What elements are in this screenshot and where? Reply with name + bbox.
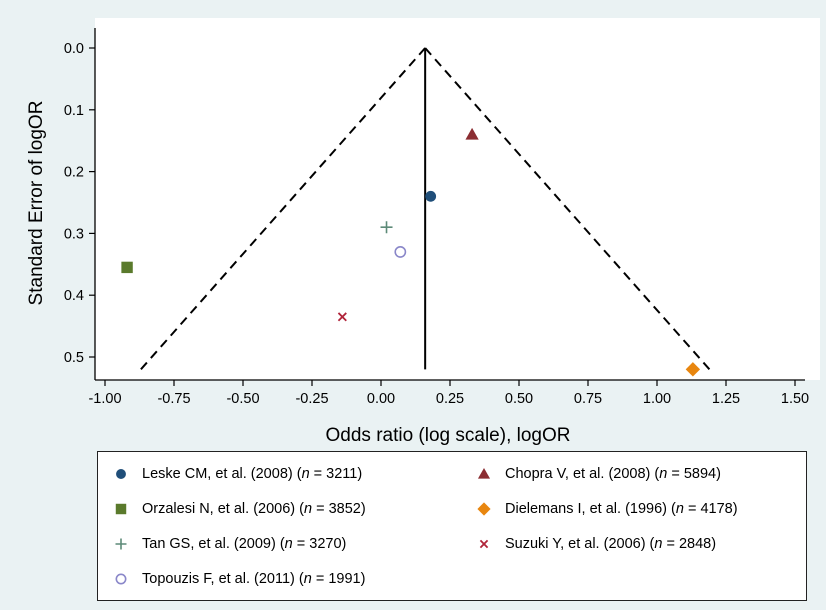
legend-label-name: Dielemans I, et al. (1996) ( bbox=[505, 501, 676, 517]
legend-label-n: n bbox=[301, 466, 310, 482]
y-tick-label: 0.4 bbox=[64, 288, 84, 304]
x-axis-label: Odds ratio (log scale), logOR bbox=[326, 425, 571, 446]
legend-label-n: n bbox=[303, 571, 312, 587]
legend-item: Topouzis F, et al. (2011) (n = 1991) bbox=[110, 570, 365, 588]
legend-marker-circle bbox=[116, 469, 126, 479]
data-point-diamond bbox=[685, 362, 701, 377]
legend-symbol-triangle bbox=[477, 467, 491, 479]
data-point-plus bbox=[380, 221, 393, 234]
legend-symbol-open-circle bbox=[115, 573, 127, 585]
legend-label-count: = 5894) bbox=[667, 466, 721, 482]
legend-label-name: Tan GS, et al. (2009) ( bbox=[142, 536, 285, 552]
legend-label-count: = 3270) bbox=[292, 536, 347, 552]
legend-marker-plus bbox=[115, 538, 127, 550]
data-point-triangle bbox=[465, 127, 479, 140]
legend-label: Chopra V, et al. (2008) (n = 5894) bbox=[505, 466, 721, 482]
x-tick-label: -0.50 bbox=[226, 391, 259, 407]
legend-label-name: Leske CM, et al. (2008) ( bbox=[142, 466, 302, 482]
legend-label-name: Chopra V, et al. (2008) ( bbox=[505, 466, 660, 482]
legend-label: Topouzis F, et al. (2011) (n = 1991) bbox=[142, 571, 365, 587]
y-tick-label: 0.1 bbox=[64, 103, 84, 119]
y-tick-label: 0.0 bbox=[64, 41, 84, 57]
legend-item: Chopra V, et al. (2008) (n = 5894) bbox=[473, 465, 721, 483]
legend-marker-open-circle bbox=[115, 573, 127, 585]
legend-item: Orzalesi N, et al. (2006) (n = 3852) bbox=[110, 500, 366, 518]
legend-marker-square bbox=[115, 503, 127, 515]
legend-label-name: Topouzis F, et al. (2011) ( bbox=[142, 571, 304, 587]
legend-symbol-diamond bbox=[477, 502, 491, 516]
legend-label: Leske CM, et al. (2008) (n = 3211) bbox=[142, 466, 362, 482]
legend-symbol-plus bbox=[115, 538, 127, 550]
x-tick-label: 0.25 bbox=[436, 391, 464, 407]
x-tick-label: 1.50 bbox=[781, 391, 809, 407]
x-tick-label: 0.75 bbox=[574, 391, 602, 407]
legend-label-n: n bbox=[654, 536, 663, 552]
legend-label-count: = 1991) bbox=[311, 571, 366, 587]
data-point-x bbox=[337, 312, 347, 322]
funnel-lines bbox=[140, 47, 711, 371]
legend-label-count: = 3211) bbox=[309, 466, 363, 482]
legend-marker-x bbox=[479, 539, 489, 549]
y-tick-label: 0.2 bbox=[64, 165, 84, 181]
legend-symbol-x bbox=[479, 539, 489, 549]
x-tick-label: 0.00 bbox=[367, 391, 395, 407]
legend-label: Suzuki Y, et al. (2006) (n = 2848) bbox=[505, 536, 716, 552]
data-point-open-circle bbox=[394, 246, 407, 258]
legend-item: Suzuki Y, et al. (2006) (n = 2848) bbox=[473, 535, 716, 553]
legend-symbol-circle bbox=[116, 469, 126, 479]
y-tick-label: 0.5 bbox=[64, 350, 84, 366]
funnel-left-line bbox=[140, 47, 426, 371]
x-tick-label: -1.00 bbox=[88, 391, 121, 407]
data-point-square bbox=[121, 261, 133, 274]
legend-label: Dielemans I, et al. (1996) (n = 4178) bbox=[505, 501, 738, 517]
legend-label: Tan GS, et al. (2009) (n = 3270) bbox=[142, 536, 346, 552]
data-points bbox=[121, 127, 701, 377]
legend-label-count: = 2848) bbox=[662, 536, 717, 552]
legend-label-n: n bbox=[659, 466, 668, 482]
legend-item: Tan GS, et al. (2009) (n = 3270) bbox=[110, 535, 346, 553]
plot-area bbox=[95, 18, 820, 380]
x-tick-label: 1.00 bbox=[643, 391, 671, 407]
y-tick-label: 0.3 bbox=[64, 226, 84, 242]
legend-marker-triangle bbox=[477, 467, 491, 479]
legend-symbol-square bbox=[115, 503, 127, 515]
legend-label-name: Orzalesi N, et al. (2006) ( bbox=[142, 501, 304, 517]
legend-label-count: = 3852) bbox=[312, 501, 366, 517]
x-tick-label: 1.25 bbox=[712, 391, 740, 407]
legend-label: Orzalesi N, et al. (2006) (n = 3852) bbox=[142, 501, 366, 517]
x-tick-label: -0.25 bbox=[295, 391, 328, 407]
legend-label-name: Suzuki Y, et al. (2006) ( bbox=[505, 536, 655, 552]
legend-label-n: n bbox=[675, 501, 684, 517]
legend-marker-diamond bbox=[477, 502, 491, 516]
funnel-right-line bbox=[424, 47, 711, 371]
legend-item: Leske CM, et al. (2008) (n = 3211) bbox=[110, 465, 362, 483]
x-tick-label: 0.50 bbox=[505, 391, 533, 407]
data-point-circle bbox=[425, 190, 437, 202]
axes: -1.00 -0.75 -0.50 -0.25 0.00 0.25 0.50 0.75 1.00… bbox=[64, 28, 809, 407]
legend-label-n: n bbox=[284, 536, 293, 552]
legend-label-count: = 4178) bbox=[683, 501, 738, 517]
legend-item: Dielemans I, et al. (1996) (n = 4178) bbox=[473, 500, 738, 518]
legend: Leske CM, et al. (2008) (n = 3211) Chopra… bbox=[97, 451, 807, 601]
y-axis-label: Standard Error of logOR bbox=[26, 101, 47, 306]
x-tick-label: -0.75 bbox=[157, 391, 190, 407]
legend-label-n: n bbox=[303, 501, 313, 517]
